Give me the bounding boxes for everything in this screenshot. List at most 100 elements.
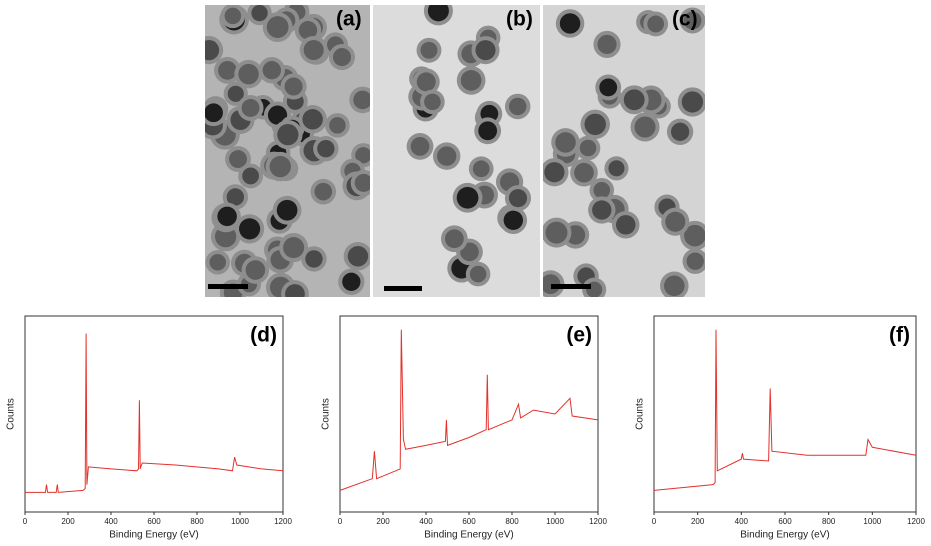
x-tick-label: 800 — [822, 517, 836, 526]
particle-core — [329, 117, 346, 134]
particle-core — [436, 146, 457, 166]
particle-core — [584, 113, 606, 136]
particle-core — [262, 61, 281, 80]
particle-core — [245, 260, 266, 280]
scale-bar — [551, 284, 591, 289]
particle-core — [469, 265, 487, 283]
x-tick-label: 800 — [190, 517, 204, 526]
particle-core — [305, 250, 323, 268]
particle-core — [205, 39, 220, 61]
particle-core — [285, 284, 305, 297]
particle-core — [475, 40, 496, 61]
x-tick-label: 600 — [778, 517, 792, 526]
particle-core — [478, 121, 498, 141]
particle-core — [681, 91, 704, 113]
spectrum-line — [25, 333, 284, 493]
x-tick-label: 1000 — [863, 517, 881, 526]
particle-core — [205, 103, 223, 123]
particles — [406, 5, 532, 287]
x-tick-label: 0 — [338, 517, 343, 526]
x-tick-label: 400 — [735, 517, 749, 526]
particle-core — [238, 63, 259, 85]
particle-core — [460, 242, 479, 262]
particles — [543, 7, 705, 297]
particle-core — [664, 275, 685, 297]
particle-core — [241, 99, 260, 117]
particle-core — [686, 252, 704, 270]
panel-label: (c) — [672, 8, 698, 31]
panel-label: (a) — [336, 8, 362, 31]
particle-core — [592, 200, 612, 220]
particle-core — [332, 48, 352, 67]
plot-frame — [339, 315, 599, 513]
plot-frame — [653, 315, 917, 513]
scale-bar — [384, 286, 422, 291]
y-axis-label: Counts — [635, 398, 646, 430]
particle-core — [266, 16, 289, 38]
particle-core — [277, 124, 299, 146]
particle-core — [508, 189, 528, 208]
particle-core — [354, 173, 370, 192]
particle-core — [503, 210, 524, 230]
particle-core — [427, 5, 449, 22]
particles — [205, 5, 370, 297]
particle-core — [283, 237, 305, 259]
particle-core — [665, 211, 686, 232]
x-tick-label: 1000 — [546, 517, 564, 526]
panel-label: (e) — [566, 324, 592, 347]
x-axis-label: Binding Energy (eV) — [740, 530, 830, 541]
x-tick-label: 200 — [691, 517, 705, 526]
particle-core — [683, 11, 702, 30]
x-tick-label: 0 — [23, 517, 28, 526]
x-tick-label: 200 — [61, 517, 75, 526]
particle-core — [218, 61, 237, 80]
particle-core — [416, 72, 436, 92]
x-tick-label: 1200 — [589, 517, 607, 526]
x-tick-label: 600 — [462, 517, 476, 526]
particle-core — [347, 245, 369, 267]
x-tick-label: 400 — [104, 517, 118, 526]
particle-core — [424, 93, 441, 111]
particle-core — [616, 215, 636, 235]
particle-core — [544, 162, 565, 183]
x-tick-label: 1200 — [907, 517, 925, 526]
panel-label: (b) — [506, 8, 533, 31]
particle-core — [302, 109, 323, 130]
particle-core — [579, 139, 597, 157]
particle-core — [226, 188, 245, 206]
particle-core — [472, 160, 490, 178]
panel-label: (f) — [889, 324, 910, 347]
panel-label: (d) — [250, 324, 277, 347]
particle-core — [593, 181, 611, 199]
particle-core — [597, 34, 617, 54]
scale-bar — [208, 284, 248, 289]
particle-core — [317, 140, 335, 158]
particle-core — [224, 7, 242, 25]
particle-core — [239, 218, 261, 240]
particle-core — [623, 89, 645, 111]
particle-core — [251, 5, 268, 22]
particle-core — [684, 224, 705, 247]
particle-core — [586, 281, 603, 297]
particle-core — [634, 116, 656, 138]
x-tick-label: 400 — [419, 517, 433, 526]
spectrum-line — [653, 329, 917, 491]
particle-core — [420, 41, 438, 59]
particle-core — [353, 90, 370, 110]
y-axis-label: Counts — [6, 398, 17, 430]
y-axis-label: Counts — [321, 398, 332, 430]
particle-core — [217, 206, 237, 227]
x-tick-label: 600 — [147, 517, 161, 526]
spectrum-line — [339, 329, 599, 491]
particle-core — [460, 70, 482, 91]
particle-core — [555, 132, 576, 153]
particle-core — [229, 150, 247, 169]
x-tick-label: 800 — [505, 517, 519, 526]
x-axis-label: Binding Energy (eV) — [109, 530, 199, 541]
particle-core — [355, 147, 370, 164]
particle-core — [298, 21, 318, 40]
particle-core — [269, 155, 291, 178]
particle-core — [410, 137, 430, 156]
